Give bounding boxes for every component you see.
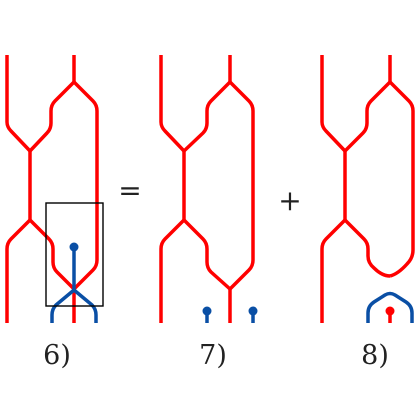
panel-7: 7) bbox=[159, 55, 258, 371]
panel-7-red-strand-lower-right bbox=[182, 218, 232, 291]
panel-8-red-strand-lower-right-cap bbox=[343, 218, 391, 278]
panel-6-red-strand-lower-left bbox=[5, 218, 32, 323]
panel-7-blue-dot-left bbox=[202, 306, 212, 316]
panel-7-label: 7) bbox=[199, 340, 227, 371]
panel-6-blue-strand-cross-left bbox=[50, 288, 76, 323]
panel-6-blue-strand-cross-right bbox=[72, 288, 98, 323]
equals-operator: = bbox=[118, 174, 141, 207]
panel-8-red-strand-lower-left bbox=[320, 218, 347, 323]
panel-8-red-strand-top-split-right bbox=[388, 80, 415, 278]
panel-6-highlight-box bbox=[45, 202, 104, 307]
panel-8: 8) bbox=[320, 55, 415, 371]
panel-7-red-strand-top-split-left bbox=[182, 80, 232, 153]
panel-6: 6) bbox=[5, 55, 104, 371]
panel-6-blue-dot bbox=[69, 242, 79, 252]
panel-8-red-dot bbox=[385, 306, 395, 316]
panel-8-red-strand-upper-left bbox=[320, 55, 347, 153]
panel-6-red-strand-upper-left bbox=[5, 55, 32, 153]
panel-7-blue-dot-right bbox=[248, 306, 258, 316]
panel-8-blue-cap bbox=[366, 291, 414, 323]
panel-6-red-strand-top-split-left bbox=[28, 80, 76, 153]
panel-8-red-strand-top-split-left bbox=[343, 80, 392, 153]
plus-operator: + bbox=[278, 184, 301, 217]
panel-6-red-strand-top-split-right bbox=[72, 80, 99, 291]
panel-6-label: 6) bbox=[43, 340, 71, 371]
panel-8-label: 8) bbox=[361, 340, 389, 371]
panel-7-red-strand-lower-left bbox=[159, 218, 186, 323]
panel-7-red-strand-upper-left bbox=[159, 55, 186, 153]
panel-6-red-strand-lower-right bbox=[28, 218, 76, 291]
panel-7-red-strand-top-split-right bbox=[228, 80, 255, 291]
